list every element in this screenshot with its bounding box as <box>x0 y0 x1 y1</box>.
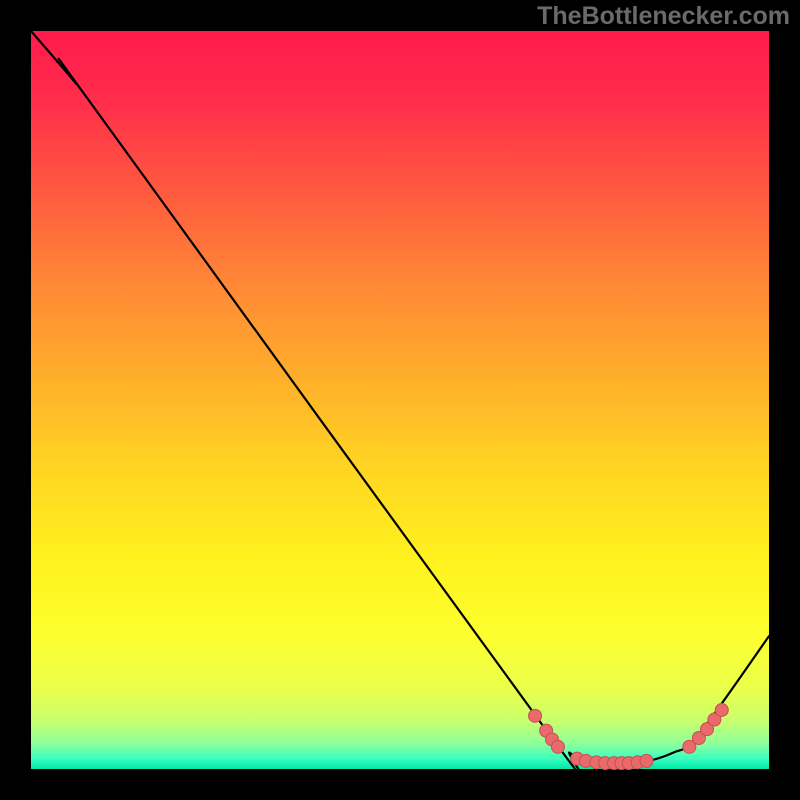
data-marker <box>529 709 542 722</box>
data-marker <box>551 740 564 753</box>
gradient-background <box>31 31 769 769</box>
chart-stage: TheBottlenecker.com <box>0 0 800 800</box>
data-marker <box>715 703 728 716</box>
chart-svg <box>0 0 800 800</box>
watermark-text: TheBottlenecker.com <box>537 2 790 31</box>
data-marker <box>640 754 653 767</box>
